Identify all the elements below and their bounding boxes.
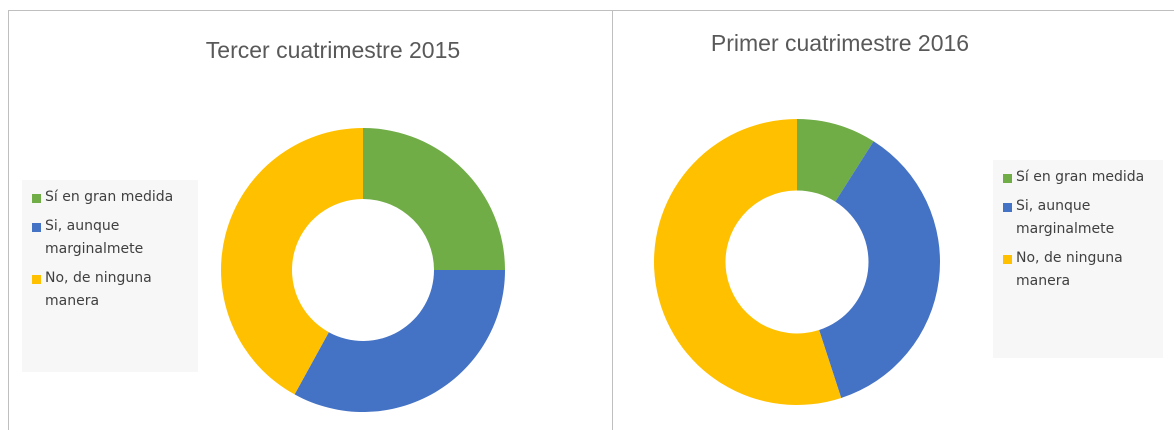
legend-label: No, de ninguna manera <box>1016 250 1123 289</box>
legend: Sí en gran medida Si, aunque marginalmete… <box>993 160 1163 358</box>
legend-swatch <box>32 223 41 232</box>
legend-swatch <box>1003 174 1012 183</box>
donut-slice <box>819 141 940 399</box>
legend-item: No, de ninguna manera <box>32 267 188 313</box>
legend-label: Si, aunque marginalmete <box>45 218 144 257</box>
legend-item: Sí en gran medida <box>32 186 188 209</box>
legend-swatch <box>32 275 41 284</box>
donut-slice <box>797 119 874 202</box>
chart-title: Primer cuatrimestre 2016 <box>711 30 969 56</box>
legend-label: Sí en gran medida <box>45 189 174 205</box>
legend-item: No, de ninguna manera <box>1003 247 1153 293</box>
divider <box>612 10 613 430</box>
legend-item: Si, aunque marginalmete <box>1003 195 1153 241</box>
legend-label: Sí en gran medida <box>1016 169 1145 185</box>
donut-slice <box>653 119 842 406</box>
chart-title: Tercer cuatrimestre 2015 <box>206 37 460 63</box>
donut-slice <box>363 128 505 270</box>
legend-swatch <box>32 194 41 203</box>
legend: Sí en gran medida Si, aunque marginalmete… <box>22 180 198 372</box>
legend-label: Si, aunque marginalmete <box>1016 198 1115 237</box>
donut-slice <box>294 270 505 412</box>
legend-swatch <box>1003 203 1012 212</box>
frame <box>8 10 1174 430</box>
legend-swatch <box>1003 255 1012 264</box>
legend-item: Si, aunque marginalmete <box>32 215 188 261</box>
donut-slice <box>221 128 363 395</box>
legend-item: Sí en gran medida <box>1003 166 1153 189</box>
legend-label: No, de ninguna manera <box>45 270 152 309</box>
